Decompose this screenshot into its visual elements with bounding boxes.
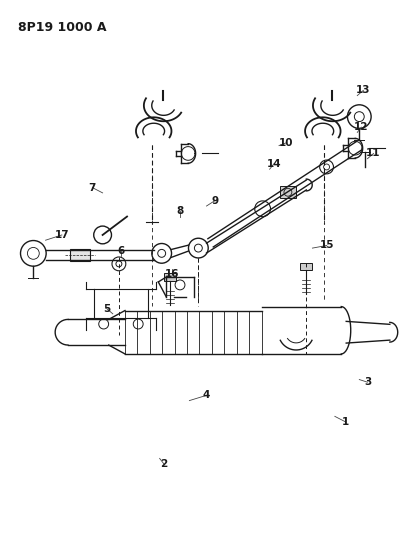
Text: 9: 9 [211,196,218,206]
Bar [164,273,176,281]
Bar [300,263,312,270]
Text: 11: 11 [366,149,381,158]
Text: 13: 13 [356,85,370,95]
Bar [280,187,296,198]
Text: 8P19 1000 A: 8P19 1000 A [18,21,106,34]
Text: 8: 8 [176,206,184,216]
Text: 14: 14 [266,159,281,169]
Text: 3: 3 [364,377,371,387]
Text: 5: 5 [103,304,110,313]
Text: 10: 10 [279,138,293,148]
Text: 1: 1 [342,417,349,426]
Text: 15: 15 [319,240,334,251]
Text: 6: 6 [117,246,125,256]
Text: 17: 17 [55,230,69,240]
Text: 4: 4 [203,390,210,400]
Bar [70,249,90,261]
Text: 7: 7 [89,183,96,192]
Text: 16: 16 [165,269,179,279]
Text: 12: 12 [354,122,368,132]
Text: 2: 2 [160,459,167,469]
